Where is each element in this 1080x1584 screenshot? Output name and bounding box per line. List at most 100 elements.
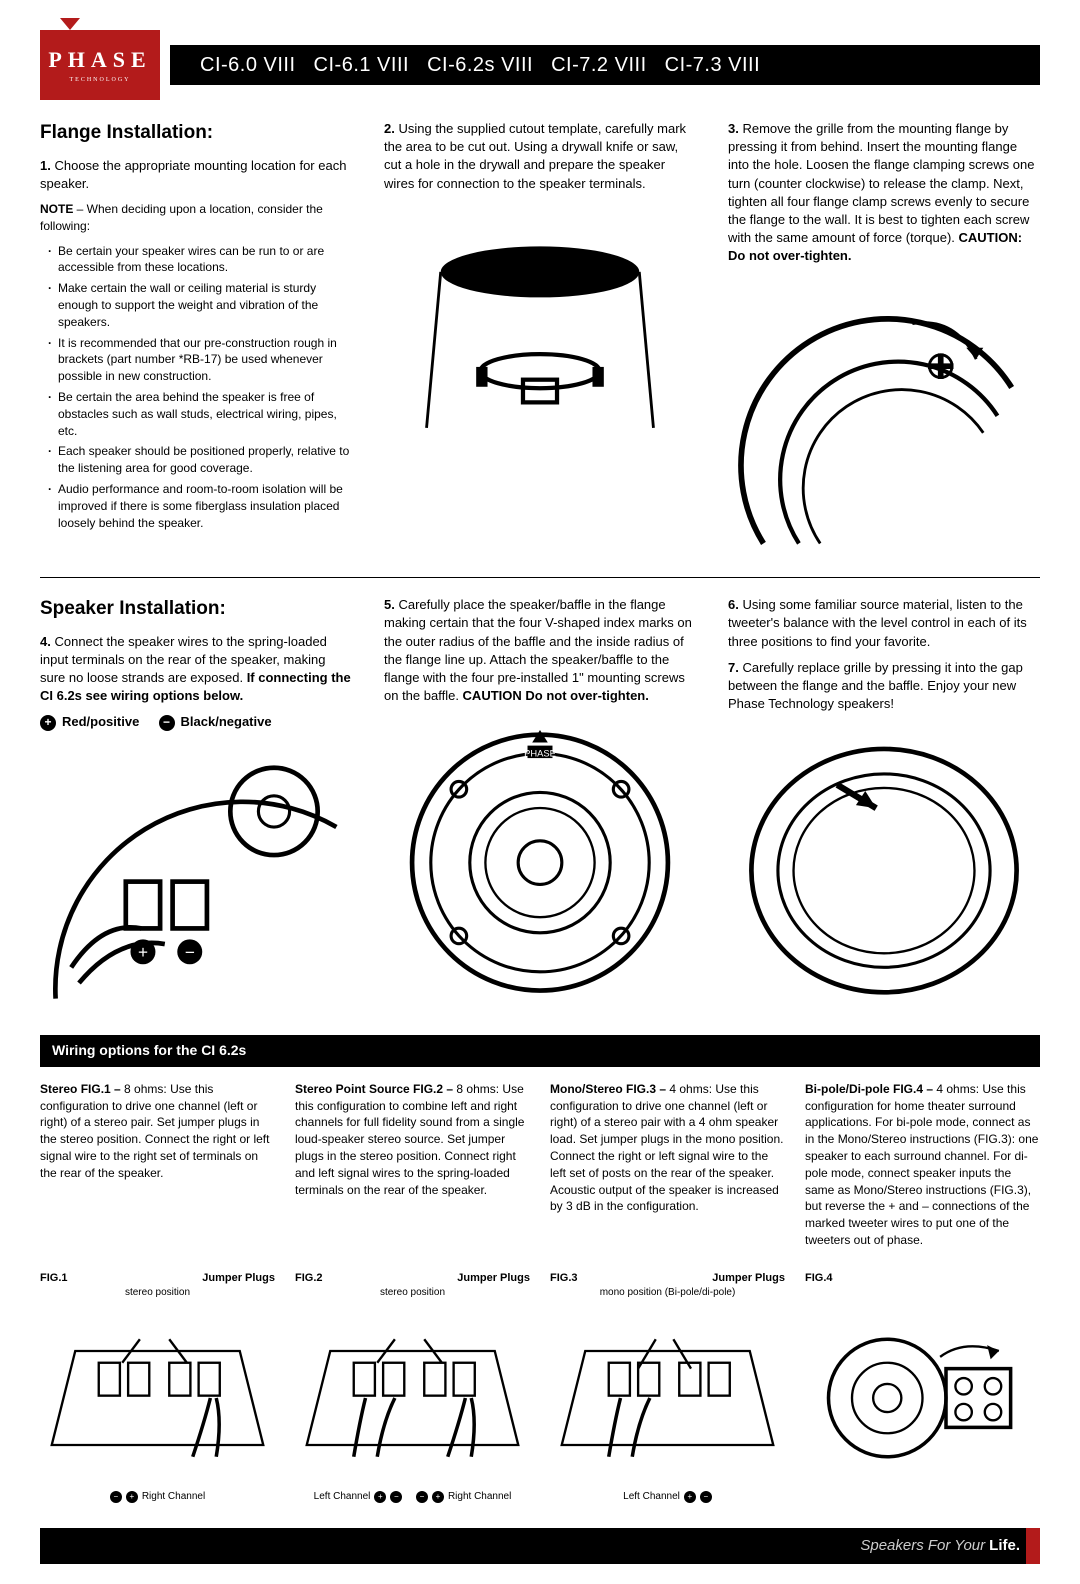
fig-channel: Left Channel + − − + Right Channel: [295, 1490, 530, 1504]
step-number: 5.: [384, 597, 395, 612]
flange-clamp-diagram: [728, 274, 1040, 558]
channel-left: Left Channel: [623, 1490, 680, 1504]
note-bullet: Make certain the wall or ceiling materia…: [48, 280, 352, 330]
step-number: 4.: [40, 634, 51, 649]
channel-right: Right Channel: [142, 1490, 205, 1504]
speaker-title: Speaker Installation:: [40, 596, 352, 623]
step-text: Using some familiar source material, lis…: [728, 597, 1027, 648]
model-label: CI-6.2s VIII: [427, 51, 533, 79]
step-text: Remove the grille from the mounting flan…: [728, 121, 1034, 245]
wiring-opt-body: 4 ohms: Use this configuration to drive …: [550, 1082, 783, 1214]
note-bullet: Audio performance and room-to-room isola…: [48, 481, 352, 531]
plus-icon: +: [40, 715, 56, 731]
wiring-opt-body: 4 ohms: Use this configuration for home …: [805, 1082, 1038, 1247]
fig-label: FIG.4: [805, 1271, 833, 1286]
caution-text: CAUTION Do not over-tighten.: [463, 688, 649, 703]
minus-icon: −: [159, 715, 175, 731]
speaker-step-4: 4. Connect the speaker wires to the spri…: [40, 633, 352, 706]
model-bar: CI-6.0 VIII CI-6.1 VIII CI-6.2s VIII CI-…: [170, 45, 1040, 85]
footer-bar: Speakers For Your Life.: [40, 1528, 1040, 1564]
step-number: 7.: [728, 660, 739, 675]
fig-diagram: [550, 1304, 785, 1486]
note-tail: – When deciding upon a location, conside…: [40, 202, 323, 233]
speaker-step-5: 5. Carefully place the speaker/baffle in…: [384, 596, 696, 705]
note-bullet: Be certain your speaker wires can be run…: [48, 243, 352, 277]
plus-icon: +: [432, 1491, 444, 1503]
wiring-opt-body: 8 ohms: Use this configuration to drive …: [40, 1082, 269, 1180]
flange-note-intro: NOTE – When deciding upon a location, co…: [40, 201, 352, 235]
wiring-opt-title: Bi-pole/Di-pole: [805, 1082, 890, 1096]
minus-icon: −: [110, 1491, 122, 1503]
speaker-col-1: Speaker Installation: 4. Connect the spe…: [40, 596, 352, 1015]
wiring-opt-title: Stereo Point Source: [295, 1082, 410, 1096]
cutout-diagram: [384, 201, 696, 485]
svg-text:PHASE: PHASE: [524, 749, 556, 759]
plus-icon: +: [374, 1491, 386, 1503]
channel-right: Right Channel: [448, 1490, 511, 1504]
wiring-fig-4: FIG.4: [805, 1271, 1040, 1504]
wiring-options-row: Stereo FIG.1 – 8 ohms: Use this configur…: [40, 1081, 1040, 1257]
wiring-header: Wiring options for the CI 6.2s: [40, 1035, 1040, 1067]
wiring-option: Stereo Point Source FIG.2 – 8 ohms: Use …: [295, 1081, 530, 1257]
model-label: CI-6.1 VIII: [314, 51, 410, 79]
step-number: 1.: [40, 158, 51, 173]
fig-channel: − + Right Channel: [40, 1490, 275, 1504]
flange-col-1: Flange Installation: 1. Choose the appro…: [40, 120, 352, 557]
polarity-red: Red/positive: [62, 713, 139, 731]
fig-plugs: Jumper Plugs: [202, 1271, 275, 1286]
plus-icon: +: [684, 1491, 696, 1503]
wiring-option: Stereo FIG.1 – 8 ohms: Use this configur…: [40, 1081, 275, 1257]
footer-text: Speakers For Your: [860, 1535, 985, 1556]
fig-label: FIG.3: [550, 1271, 578, 1286]
fig-label: FIG.2: [295, 1271, 323, 1286]
brand-subtitle: TECHNOLOGY: [70, 76, 131, 84]
speaker-step-6: 6. Using some familiar source material, …: [728, 596, 1040, 651]
plus-icon: +: [126, 1491, 138, 1503]
fig-sub: stereo position: [295, 1286, 530, 1300]
note-lead: NOTE: [40, 202, 73, 216]
flange-note-list: Be certain your speaker wires can be run…: [40, 243, 352, 532]
wiring-opt-fig: FIG.1 –: [81, 1082, 121, 1096]
fig-diagram: [40, 1304, 275, 1486]
step-text: Using the supplied cutout template, care…: [384, 121, 686, 191]
fig-channel: Left Channel + −: [550, 1490, 785, 1504]
polarity-legend: + Red/positive − Black/negative: [40, 713, 352, 731]
wiring-option: Bi-pole/Di-pole FIG.4 – 4 ohms: Use this…: [805, 1081, 1040, 1257]
fig-label: FIG.1: [40, 1271, 68, 1286]
page-root: PHASE TECHNOLOGY CI-6.0 VIII CI-6.1 VIII…: [0, 0, 1080, 1584]
wiring-opt-fig: FIG.2 –: [413, 1082, 453, 1096]
header-bar: PHASE TECHNOLOGY CI-6.0 VIII CI-6.1 VIII…: [40, 30, 1040, 100]
note-bullet: It is recommended that our pre-construct…: [48, 335, 352, 385]
channel-left: Left Channel: [314, 1490, 371, 1504]
minus-icon: −: [390, 1491, 402, 1503]
wiring-fig-row: FIG.1 Jumper Plugs stereo position −: [40, 1271, 1040, 1504]
fig-sub: stereo position: [40, 1286, 275, 1300]
fig-diagram: [295, 1304, 530, 1486]
brand-logo: PHASE TECHNOLOGY: [40, 30, 160, 100]
step-number: 2.: [384, 121, 395, 136]
step-number: 3.: [728, 121, 739, 136]
speaker-col-3: 6. Using some familiar source material, …: [728, 596, 1040, 1015]
model-label: CI-6.0 VIII: [200, 51, 296, 79]
terminal-diagram: + −: [40, 732, 352, 1016]
speaker-col-2: 5. Carefully place the speaker/baffle in…: [384, 596, 696, 1015]
fig-diagram: [805, 1304, 1040, 1486]
wiring-option: Mono/Stereo FIG.3 – 4 ohms: Use this con…: [550, 1081, 785, 1257]
wiring-fig-2: FIG.2Jumper Plugs stereo position: [295, 1271, 530, 1504]
wiring-opt-fig: FIG.3 –: [626, 1082, 666, 1096]
fig-sub: mono position (Bi-pole/di-pole): [550, 1286, 785, 1300]
flange-section: Flange Installation: 1. Choose the appro…: [40, 120, 1040, 557]
minus-icon: −: [416, 1491, 428, 1503]
model-label: CI-7.2 VIII: [551, 51, 647, 79]
model-label: CI-7.3 VIII: [665, 51, 761, 79]
note-bullet: Be certain the area behind the speaker i…: [48, 389, 352, 439]
svg-text:−: −: [185, 942, 195, 962]
fig-plugs: Jumper Plugs: [712, 1271, 785, 1286]
step-text: Carefully replace grille by pressing it …: [728, 660, 1023, 711]
wiring-fig-3: FIG.3 Jumper Plugs mono position (Bi-pole…: [550, 1271, 785, 1504]
flange-title: Flange Installation:: [40, 120, 352, 147]
step-number: 6.: [728, 597, 739, 612]
baffle-diagram: PHASE: [384, 713, 696, 997]
speaker-section: Speaker Installation: 4. Connect the spe…: [40, 596, 1040, 1015]
footer-accent: Life.: [989, 1535, 1020, 1556]
